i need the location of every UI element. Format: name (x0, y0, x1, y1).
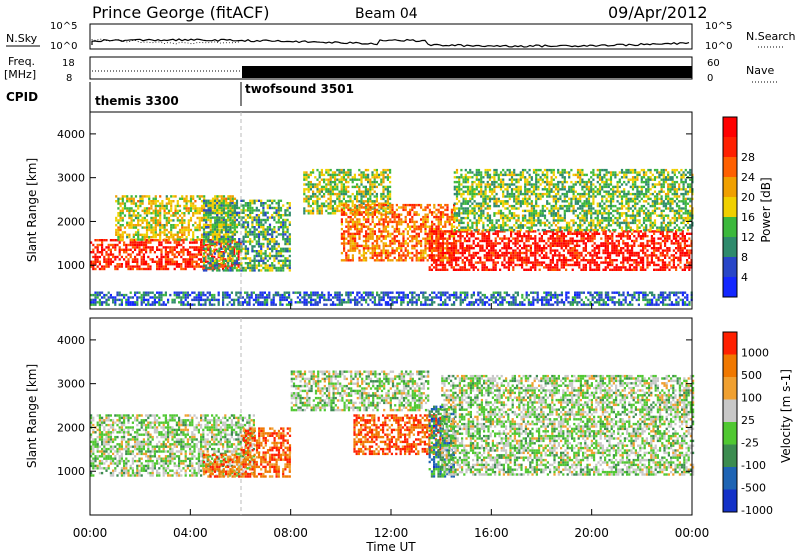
power-panel: 1000 2000 3000 4000 Slant Range [km] 4 8 12 16… (25, 111, 773, 310)
power-cbar-segment-8 (723, 117, 737, 137)
velocity-cbar-tick-7: -1000 (741, 504, 773, 517)
velocity-cbar-segment-0 (723, 489, 737, 512)
power-cbar-segment-5 (723, 177, 737, 197)
power-region-7 (90, 291, 693, 306)
velocity-cbar-label: Velocity [m s-1] (779, 369, 793, 463)
velocity-xtick-label-2: 08:00 (273, 526, 308, 540)
freq-left-unit: [MHz] (4, 68, 36, 81)
velocity-region-6 (441, 374, 695, 476)
velocity-cbar-segment-7 (723, 332, 737, 355)
power-region-2 (202, 199, 291, 272)
noise-sky-trace (91, 38, 690, 48)
cpid-panel: CPID themis 3300 twofsound 3501 (6, 82, 354, 112)
velocity-ytick-label-1: 2000 (57, 421, 85, 434)
power-cbar-segment-3 (723, 217, 737, 237)
power-cbar-tick-3: 16 (741, 211, 755, 224)
power-cbar-tick-6: 28 (741, 151, 755, 164)
power-region-4 (340, 203, 456, 262)
velocity-xtick-label-5: 20:00 (574, 526, 609, 540)
power-region-3 (303, 168, 392, 215)
power-region-6 (453, 168, 694, 232)
velocity-cbar-tick-6: -500 (741, 482, 766, 495)
power-cbar-tick-1: 8 (741, 251, 748, 264)
velocity-xtick-label-6: 00:00 (675, 526, 710, 540)
noise-left-tick-bottom: 10^0 (50, 41, 77, 52)
velocity-cbar-tick-3: 25 (741, 414, 755, 427)
power-cbar-segment-0 (723, 277, 737, 297)
noise-panel-frame (89, 23, 693, 50)
power-cbar-segment-1 (723, 257, 737, 277)
cpid-label: CPID (6, 90, 38, 104)
velocity-ytick-label-2: 3000 (57, 378, 85, 391)
power-cbar-tick-0: 4 (741, 271, 748, 284)
velocity-xtick-label-1: 04:00 (173, 526, 208, 540)
station-title: Prince George (fitACF) (92, 3, 270, 22)
power-cbar-tick-4: 20 (741, 191, 755, 204)
date-title: 09/Apr/2012 (608, 3, 708, 22)
noise-right-tick-bottom: 10^0 (705, 41, 732, 52)
power-region-5 (428, 230, 693, 271)
velocity-panel: 1000 2000 3000 4000 00:00 04:00 08:00 12:00 16:… (25, 303, 793, 554)
velocity-ytick-label-0: 1000 (57, 465, 85, 478)
velocity-region-4 (353, 414, 442, 456)
noise-right-label: N.Search (746, 30, 796, 43)
velocity-xtick-label-4: 16:00 (474, 526, 509, 540)
velocity-ylabel: Slant Range [km] (25, 364, 39, 468)
freq-left-label: Freq. (8, 55, 35, 68)
velocity-cbar-segment-5 (723, 377, 737, 400)
power-cbar-segment-2 (723, 237, 737, 257)
power-ytick-label-0: 1000 (57, 259, 85, 272)
power-cbar-tick-5: 24 (741, 171, 755, 184)
power-cbar-label: Power [dB] (759, 177, 773, 242)
power-cbar-frame (722, 116, 738, 298)
velocity-cbar-frame (722, 331, 738, 513)
velocity-cbar-tick-0: 1000 (741, 347, 769, 360)
freq-left-tick-bottom: 8 (66, 73, 72, 84)
beam-title: Beam 04 (355, 6, 418, 22)
freq-panel: Freq. [MHz] 18 8 60 0 Nave (4, 55, 778, 84)
velocity-xtick-label-0: 00:00 (73, 526, 108, 540)
freq-nave-solid (242, 66, 692, 78)
velocity-cbar-segment-3 (723, 422, 737, 445)
cpid-program-2: twofsound 3501 (245, 82, 354, 96)
velocity-ytick-label-3: 4000 (57, 334, 85, 347)
noise-search-trace (91, 38, 241, 45)
noise-right-tick-top: 10^5 (705, 21, 732, 32)
velocity-region-1 (202, 453, 291, 478)
cpid-program-1: themis 3300 (95, 94, 179, 108)
velocity-cbar-segment-4 (723, 399, 737, 422)
velocity-cbar-tick-5: -100 (741, 459, 766, 472)
noise-panel: N.Sky N.Search 10^5 10^0 10^5 10^0 (6, 21, 796, 52)
velocity-region-0 (90, 414, 255, 477)
power-ylabel: Slant Range [km] (25, 158, 39, 262)
noise-left-label: N.Sky (6, 32, 38, 45)
noise-left-tick-top: 10^5 (50, 21, 77, 32)
velocity-cbar-tick-1: 500 (741, 369, 762, 382)
power-ytick-label-3: 4000 (57, 128, 85, 141)
power-cbar-segment-4 (723, 197, 737, 217)
freq-right-label: Nave (746, 64, 774, 77)
power-ytick-label-2: 3000 (57, 172, 85, 185)
velocity-xlabel: Time UT (365, 540, 416, 554)
velocity-cbar-segment-2 (723, 444, 737, 467)
velocity-cbar-segment-1 (723, 467, 737, 490)
velocity-xtick-label-3: 12:00 (374, 526, 409, 540)
freq-right-tick-top: 60 (707, 58, 720, 69)
velocity-cbar-segment-6 (723, 354, 737, 377)
velocity-cbar-tick-2: 100 (741, 392, 762, 405)
freq-right-tick-bottom: 0 (707, 73, 713, 84)
velocity-cbar-tick-4: -25 (741, 437, 759, 450)
power-ytick-label-1: 2000 (57, 215, 85, 228)
freq-left-tick-top: 18 (62, 58, 75, 69)
power-cbar-segment-6 (723, 157, 737, 177)
velocity-region-2 (240, 427, 292, 454)
velocity-region-3 (290, 370, 430, 412)
power-cbar-segment-7 (723, 137, 737, 157)
power-cbar-tick-2: 12 (741, 231, 755, 244)
